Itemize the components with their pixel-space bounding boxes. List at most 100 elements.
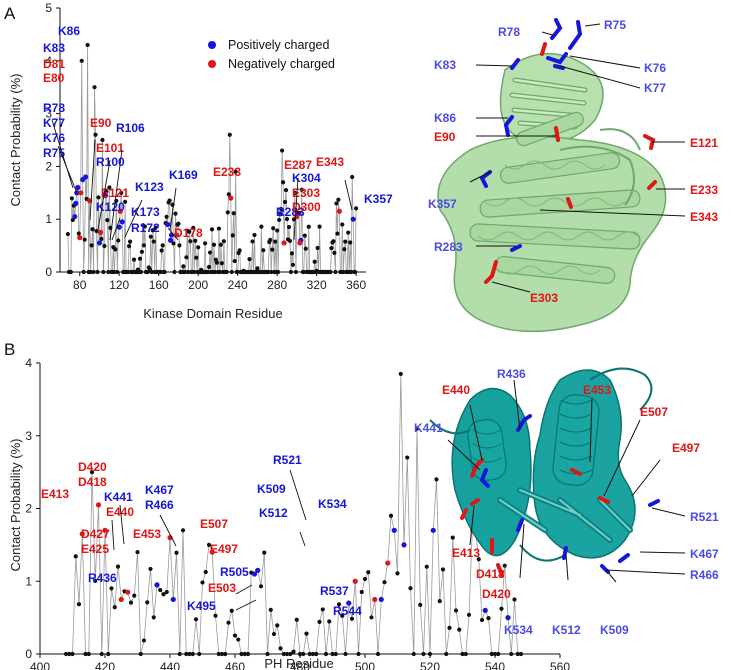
residue-point-k123 <box>119 219 125 225</box>
neutral-residue-point <box>180 528 186 533</box>
annotation-k120: K120 <box>96 200 125 214</box>
residue-point-e287 <box>281 240 287 246</box>
y-tick-label: 3 <box>25 429 32 443</box>
neutral-residue-point <box>237 248 242 253</box>
neutral-residue-point <box>85 42 90 48</box>
structure-label-d420: D420 <box>482 587 511 601</box>
residue-point-e233 <box>228 195 234 201</box>
annotation-e80: E80 <box>43 71 65 85</box>
neutral-residue-point <box>92 85 97 90</box>
neutral-residue-point <box>239 651 244 657</box>
neutral-residue-point <box>211 242 217 247</box>
neutral-residue-point <box>271 631 277 637</box>
annotation-e453: E453 <box>133 527 161 541</box>
neutral-residue-point <box>348 240 353 245</box>
annotation-k76: K76 <box>43 131 65 145</box>
annotation-k495: K495 <box>187 599 216 613</box>
neutral-residue-point <box>276 269 281 275</box>
neutral-residue-point <box>346 230 351 235</box>
annotation-r283: R283 <box>276 205 305 219</box>
annotation-d418: D418 <box>78 475 107 489</box>
annotation-k534: K534 <box>318 497 347 511</box>
neutral-residue-point <box>486 615 491 621</box>
annotation-arrow <box>51 119 74 189</box>
neutral-residue-point <box>331 239 336 244</box>
neutral-residue-point <box>350 174 355 180</box>
annotation-e413: E413 <box>41 487 69 501</box>
neutral-residue-point <box>271 226 276 231</box>
neutral-residue-point <box>336 602 342 607</box>
neutral-residue-point <box>341 269 346 275</box>
residue-point-r283 <box>277 211 283 217</box>
y-axis-title: Contact Probability (%) <box>8 74 23 207</box>
residue-point-k357 <box>350 216 356 222</box>
structure-label-r436: R436 <box>497 367 526 381</box>
annotation-r466: R466 <box>145 498 174 512</box>
neutral-residue-point <box>440 567 446 572</box>
neutral-residue-point <box>499 606 504 611</box>
neutral-residue-point <box>158 269 163 275</box>
neutral-residue-point <box>153 225 158 230</box>
neutral-residue-point <box>333 269 338 275</box>
structure-label-e90: E90 <box>434 130 456 144</box>
structure-label-k83: K83 <box>434 58 456 72</box>
x-axis-title: Kinase Domain Residue <box>143 306 282 321</box>
x-tick-label: 420 <box>95 660 115 670</box>
neutral-residue-point <box>293 269 299 275</box>
neutral-residue-point <box>366 570 371 575</box>
neutral-residue-point <box>509 651 514 657</box>
residue-point-e80 <box>77 235 83 241</box>
annotation-d420: D420 <box>78 460 107 474</box>
residue-point-r505 <box>378 596 384 603</box>
neutral-residue-point <box>149 269 154 275</box>
structure-label-k467: K467 <box>690 547 719 561</box>
neutral-residue-point <box>105 218 110 223</box>
structure-label-k441: K441 <box>414 421 443 435</box>
kinase-contact-chart: 0 1 2 3 4 5 80 120 160 200 240 280 320 360 Contact Pro… <box>8 1 393 321</box>
neutral-residue-point <box>354 206 359 211</box>
neutral-residue-point <box>65 231 70 237</box>
neutral-residue-point <box>164 589 169 595</box>
x-axis-title: PH Residue <box>264 656 333 670</box>
neutral-residue-point <box>304 631 309 636</box>
neutral-residue-point <box>126 269 131 275</box>
neutral-residue-point <box>512 597 517 602</box>
ph-structure-image <box>429 367 686 583</box>
annotation-e497: E497 <box>210 542 238 556</box>
neutral-residue-point <box>172 269 177 275</box>
annotation-r106: R106 <box>116 121 145 135</box>
neutral-residue-point <box>70 651 75 657</box>
neutral-residue-point <box>349 616 355 621</box>
neutral-residue-point <box>158 587 163 593</box>
annotation-e233: E233 <box>213 165 241 179</box>
neutral-residue-point <box>232 633 238 638</box>
neutral-residue-point <box>81 269 86 275</box>
neutral-residue-point <box>101 269 106 275</box>
neutral-residue-point <box>109 586 114 591</box>
y-axis-title: Contact Probability (%) <box>8 439 23 572</box>
neutral-residue-point <box>104 189 109 194</box>
annotation-k441: K441 <box>104 490 133 504</box>
x-tick-label: 320 <box>307 278 327 292</box>
neutral-residue-point <box>76 231 81 236</box>
neutral-residue-point <box>145 600 150 605</box>
annotation-r505: R505 <box>220 565 249 579</box>
neutral-residue-point <box>102 243 107 249</box>
neutral-residue-point <box>266 269 271 275</box>
annotation-r172: R172 <box>131 221 160 235</box>
x-tick-label: 480 <box>290 660 310 670</box>
neutral-residue-point <box>492 651 498 657</box>
neutral-residue-point <box>194 255 199 260</box>
neutral-residue-point <box>268 237 273 242</box>
neutral-residue-point <box>261 248 266 253</box>
annotation-arrow <box>109 149 123 241</box>
neutral-residue-point <box>411 651 416 657</box>
annotation-arrow <box>293 177 299 241</box>
neutral-residue-point <box>291 649 296 654</box>
neutral-residue-point <box>226 620 231 625</box>
residue-point-r75 <box>72 213 78 220</box>
neutral-residue-point <box>126 244 132 249</box>
neutral-residue-point <box>434 477 439 482</box>
neutral-residue-point <box>489 651 494 657</box>
neutral-residue-point <box>190 651 195 657</box>
